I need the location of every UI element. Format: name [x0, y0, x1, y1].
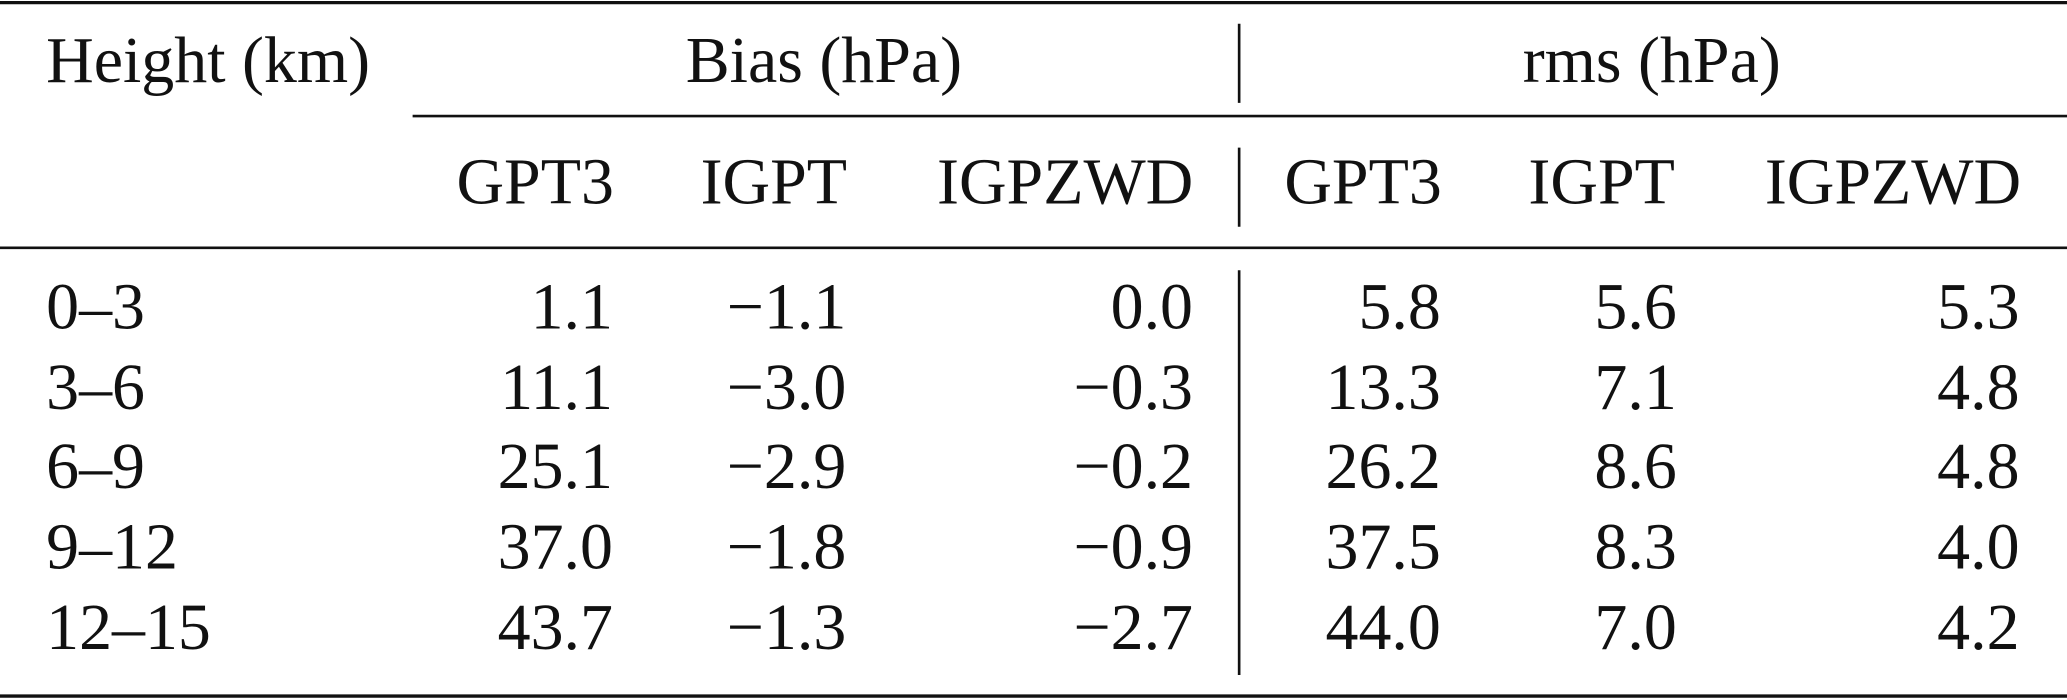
- cell: 4.8: [1937, 430, 2019, 503]
- column-header: IGPZWD: [1765, 145, 2021, 218]
- cell: 25.1: [498, 430, 613, 503]
- header-cell: Height (km): [46, 24, 370, 97]
- row-label: 0–3: [46, 271, 145, 344]
- cell: 44.0: [1325, 591, 1440, 664]
- cell: 26.2: [1325, 430, 1440, 503]
- row-label: 9–12: [46, 511, 178, 584]
- cell: −2.7: [1073, 591, 1193, 664]
- cell: −1.3: [727, 591, 847, 664]
- cell: 13.3: [1325, 351, 1440, 424]
- column-header: IGPZWD: [937, 145, 1193, 218]
- cell: 4.2: [1937, 591, 2019, 664]
- group-header: rms (hPa): [1523, 24, 1781, 97]
- cell: 37.5: [1325, 511, 1440, 584]
- column-header: IGPT: [1528, 145, 1674, 218]
- cell: 8.6: [1594, 430, 1676, 503]
- cell: 5.3: [1937, 271, 2019, 344]
- cell: 43.7: [498, 591, 613, 664]
- cell: 7.0: [1594, 591, 1676, 664]
- cell: 1.1: [531, 271, 613, 344]
- cell: 5.8: [1358, 271, 1440, 344]
- cell: −1.8: [727, 511, 847, 584]
- cell: −1.1: [727, 271, 847, 344]
- cell: −2.9: [727, 430, 847, 503]
- column-header: GPT3: [456, 145, 613, 218]
- cell: −0.9: [1073, 511, 1193, 584]
- group-header: Bias (hPa): [686, 24, 962, 97]
- cell: −0.3: [1073, 351, 1193, 424]
- row-label: 6–9: [46, 430, 145, 503]
- row-label: 12–15: [46, 591, 211, 664]
- cell: 8.3: [1594, 511, 1676, 584]
- cell: −3.0: [727, 351, 847, 424]
- column-header: IGPT: [701, 145, 847, 218]
- cell: −0.2: [1073, 430, 1193, 503]
- cell: 5.6: [1594, 271, 1676, 344]
- cell: 0.0: [1111, 271, 1193, 344]
- column-header: GPT3: [1284, 145, 1441, 218]
- row-label: 3–6: [46, 351, 145, 424]
- cell: 7.1: [1594, 351, 1676, 424]
- cell: 37.0: [498, 511, 613, 584]
- cell: 11.1: [500, 351, 613, 424]
- cell: 4.8: [1937, 351, 2019, 424]
- cell: 4.0: [1937, 511, 2019, 584]
